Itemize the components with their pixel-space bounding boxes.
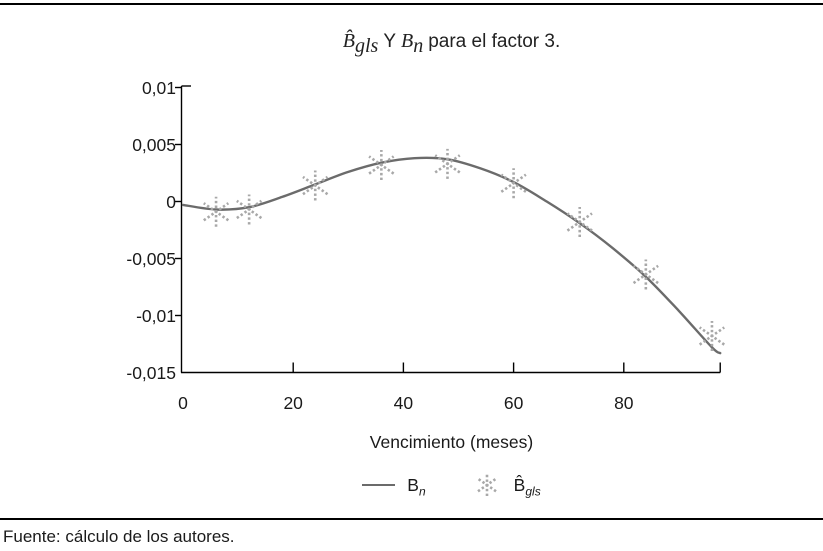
y-tick-label: -0,015 bbox=[126, 362, 176, 383]
legend: Bn B̂gls bbox=[90, 468, 813, 502]
x-tick-label: 60 bbox=[503, 393, 524, 413]
asterisk-stroke bbox=[368, 155, 395, 175]
title-connector: Y bbox=[383, 31, 396, 52]
y-tick-label: 0,005 bbox=[132, 134, 176, 155]
title-rest: para el factor 3. bbox=[428, 31, 561, 52]
bgls-asterisk-marker bbox=[698, 321, 725, 352]
y-tick-label: 0,01 bbox=[141, 77, 176, 98]
x-axis-title: Vencimiento (meses) bbox=[369, 432, 534, 452]
bgls-asterisk-marker bbox=[203, 196, 230, 227]
bottom-rule bbox=[0, 518, 823, 520]
title-b-n-subscript: n bbox=[413, 34, 424, 57]
asterisk-stroke bbox=[236, 199, 263, 220]
legend-label-bn: Bn bbox=[407, 474, 426, 498]
bgls-asterisk-marker bbox=[632, 259, 659, 290]
y-tick-label: -0,005 bbox=[126, 248, 176, 269]
asterisk-stroke bbox=[434, 154, 461, 174]
bgls-asterisk-marker bbox=[434, 148, 461, 179]
asterisk-stroke bbox=[203, 202, 230, 222]
y-tick-label: 0 bbox=[166, 191, 176, 212]
chart-title: B̂gls Y Bn para el factor 3. bbox=[90, 30, 813, 56]
bgls-asterisk-marker bbox=[368, 150, 395, 181]
title-b-n: B bbox=[401, 30, 414, 52]
bgls-asterisk-marker bbox=[302, 170, 329, 201]
bgls-asterisk-marker bbox=[566, 207, 593, 238]
bn-curve bbox=[181, 156, 722, 355]
bgls-asterisk-marker bbox=[236, 194, 263, 225]
legend-asterisk-marker-icon bbox=[476, 474, 497, 496]
y-tick-label: -0,01 bbox=[136, 305, 176, 326]
asterisk-stroke bbox=[500, 173, 527, 193]
x-tick-label: 40 bbox=[393, 393, 414, 413]
asterisk-stroke bbox=[698, 326, 725, 346]
legend-label-bgls: B̂gls bbox=[513, 474, 541, 498]
x-tick-label: 0 bbox=[178, 393, 188, 413]
asterisk-stroke bbox=[566, 212, 593, 232]
x-tick-label: 20 bbox=[283, 393, 303, 413]
bgls-asterisk-marker bbox=[476, 474, 497, 496]
legend-line-sample bbox=[362, 484, 396, 486]
source-note: Fuente: cálculo de los autores. bbox=[3, 527, 235, 546]
bgls-asterisk-marker bbox=[500, 168, 527, 199]
title-b-gls: B̂ bbox=[342, 30, 355, 52]
top-rule bbox=[0, 3, 823, 5]
x-tick-label: 80 bbox=[614, 393, 634, 413]
asterisk-stroke bbox=[632, 264, 659, 285]
asterisk-stroke bbox=[476, 477, 497, 493]
title-b-gls-subscript: gls bbox=[354, 34, 379, 57]
asterisk-stroke bbox=[302, 175, 329, 196]
